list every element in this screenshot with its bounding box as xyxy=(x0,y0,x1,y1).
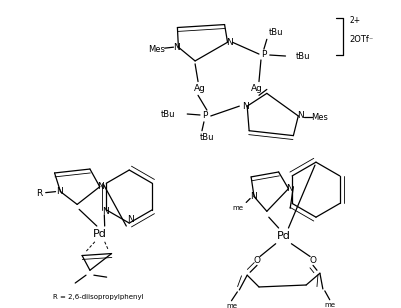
Text: Ag: Ag xyxy=(251,84,263,93)
Text: N: N xyxy=(250,192,257,201)
Text: N: N xyxy=(173,43,180,52)
Text: Ag: Ag xyxy=(194,84,206,93)
Text: 2+: 2+ xyxy=(349,16,360,25)
Text: N: N xyxy=(286,184,293,193)
Text: 2OTf⁻: 2OTf⁻ xyxy=(349,35,374,44)
Text: N: N xyxy=(226,38,233,47)
Text: P: P xyxy=(202,111,208,120)
Text: N: N xyxy=(297,111,304,120)
Text: R = 2,6-diisopropylphenyl: R = 2,6-diisopropylphenyl xyxy=(53,294,143,300)
Text: P: P xyxy=(261,50,267,59)
Text: O: O xyxy=(253,256,261,265)
Text: O: O xyxy=(310,256,316,265)
Text: tBu: tBu xyxy=(161,110,176,119)
Text: me: me xyxy=(324,302,335,308)
Text: Pd: Pd xyxy=(93,229,107,239)
Text: N: N xyxy=(127,215,134,224)
Text: N: N xyxy=(242,102,249,111)
Text: N: N xyxy=(56,187,63,196)
Text: tBu: tBu xyxy=(269,28,283,37)
Text: tBu: tBu xyxy=(200,133,215,142)
Text: R: R xyxy=(36,189,42,198)
Text: N: N xyxy=(102,207,109,216)
Text: Mes: Mes xyxy=(148,45,165,54)
Text: Pd: Pd xyxy=(277,231,290,241)
Text: tBu: tBu xyxy=(295,51,310,60)
Text: Mes: Mes xyxy=(312,113,328,123)
Text: me: me xyxy=(233,205,244,211)
Text: me: me xyxy=(226,303,237,308)
Text: N: N xyxy=(97,182,104,191)
